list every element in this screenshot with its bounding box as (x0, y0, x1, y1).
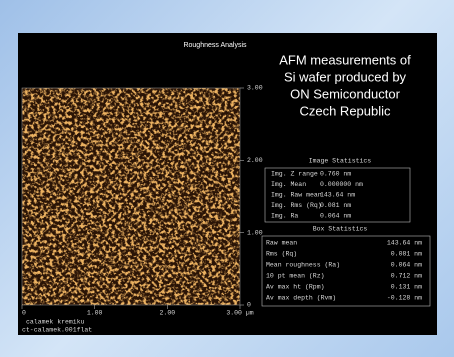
stat-label: Img. Z range (271, 171, 318, 178)
stat-label: Img. Mean (271, 181, 306, 188)
caption-line: AFM measurements of (279, 52, 411, 67)
stat-label: Img. Ra (271, 212, 298, 219)
stat-value: -0.128 nm (387, 295, 422, 302)
stat-value: 0.081 nm (391, 251, 422, 258)
screenshot: Roughness Analysis 3.00 2.00 1.00 0 0 1.00 2.… (0, 0, 454, 357)
window-title: Roughness Analysis (183, 42, 247, 49)
section-title: Image Statistics (309, 158, 372, 165)
x-tick-label: 2.00 (160, 310, 176, 317)
y-tick-label: 3.00 (247, 85, 263, 92)
stat-label: Av max ht (Rpm) (266, 284, 325, 291)
stat-value: 0.064 nm (391, 262, 422, 269)
stat-value: 0.760 nm (320, 171, 351, 178)
image-label: ct-calamek.001flat (22, 327, 92, 334)
stat-value: 0.712 nm (391, 273, 422, 280)
stat-label: Img. Rms (Rq) (271, 202, 322, 209)
afm-texture (22, 88, 240, 305)
stat-label: Mean roughness (Ra) (266, 262, 340, 269)
stat-label: Raw mean (266, 240, 297, 247)
window: Roughness Analysis 3.00 2.00 1.00 0 0 1.00 2.… (0, 0, 454, 357)
stat-value: 0.081 nm (320, 202, 351, 209)
stat-label: Rms (Rq) (266, 251, 297, 258)
caption-line: Si wafer produced by (284, 69, 407, 84)
y-tick-label: 1.00 (247, 229, 263, 236)
stat-value: 143.64 nm (320, 192, 355, 199)
stat-value: 143.64 nm (387, 240, 422, 247)
caption-line: ON Semiconductor (290, 86, 400, 101)
image-label: calamek kremiku (26, 319, 85, 326)
stat-label: 10 pt mean (Rz) (266, 273, 325, 280)
stat-label: Img. Raw mean (271, 192, 322, 199)
x-tick-label: 3.00 µm (226, 310, 253, 317)
stat-value: 0.064 nm (320, 212, 351, 219)
x-tick-label: 1.00 (87, 310, 103, 317)
stat-label: Av max depth (Rvm) (266, 295, 336, 302)
stat-value: 0.131 nm (391, 284, 422, 291)
caption-line: Czech Republic (299, 103, 391, 118)
x-tick-label: 0 (22, 310, 26, 317)
stat-value: 0.000000 nm (320, 181, 363, 188)
y-tick-label: 2.00 (247, 157, 263, 164)
y-tick-label: 0 (247, 302, 251, 309)
section-title: Box Statistics (313, 226, 368, 233)
